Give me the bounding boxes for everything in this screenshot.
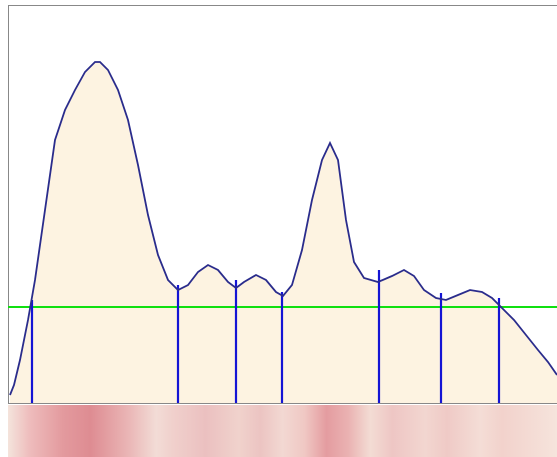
page: (() => { const data = JSON.parse(documen… xyxy=(0,0,557,457)
chart xyxy=(0,0,557,405)
gel-strip xyxy=(8,405,557,457)
